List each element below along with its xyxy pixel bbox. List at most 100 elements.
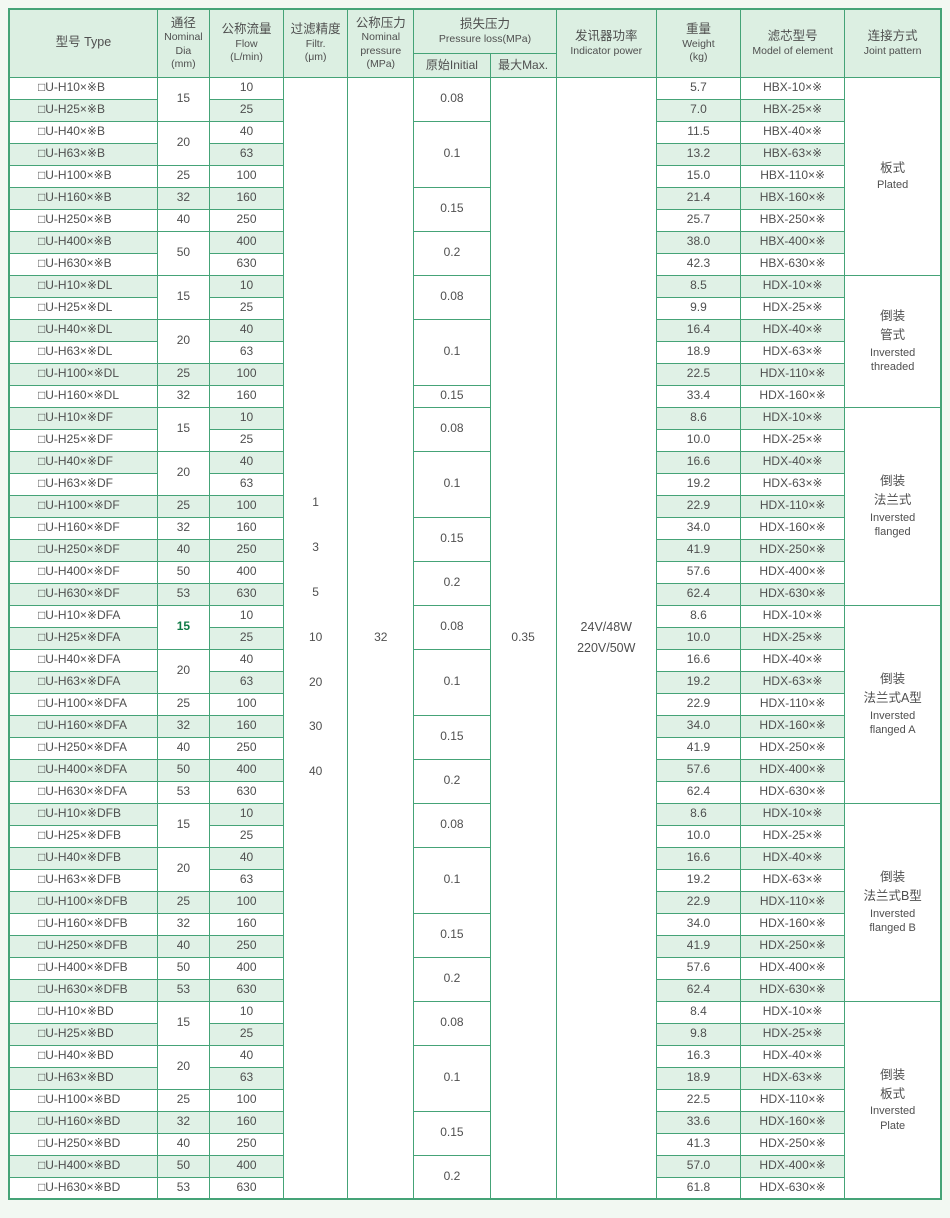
cell-element-model: HBX-400×※ [740, 230, 846, 254]
header-element-model: 滤芯型号 Model of element [740, 8, 846, 78]
cell-element-model: HDX-400×※ [740, 560, 846, 584]
cell-element-model: HDX-63×※ [740, 670, 846, 694]
cell-type: □U-H630×※DF [8, 582, 158, 606]
header-row-sub: 原始Initial 最大Max. [9, 52, 941, 78]
indicator-power-value: 220V/50W [577, 640, 636, 655]
header-element-model-en: Model of element [752, 44, 833, 57]
cell-loss-initial: 0.2 [413, 230, 491, 276]
joint-pattern-en: Inversted [870, 511, 916, 524]
cell-nominal-dia: 40 [156, 736, 210, 760]
table-row: □U-H250×※BD 40 250 41.3 HDX-250×※ [8, 1132, 941, 1156]
cell-flow: 25 [208, 824, 285, 848]
cell-flow: 10 [208, 604, 285, 628]
filtration-value: 40 [308, 764, 323, 779]
filtration-value: 3 [312, 540, 319, 555]
table-row: □U-H40×※BD 20 40 0.1 16.3 HDX-40×※ [8, 1044, 941, 1112]
header-dia-unit: (mm) [171, 57, 196, 70]
cell-nominal-dia: 15 [156, 406, 210, 452]
cell-flow: 100 [208, 362, 285, 386]
cell-weight: 16.4 [655, 318, 742, 342]
cell-type: □U-H25×※DFA [8, 626, 158, 650]
cell-weight: 7.0 [655, 98, 742, 122]
cell-weight: 10.0 [655, 428, 742, 452]
cell-element-model: HDX-40×※ [740, 648, 846, 672]
cell-type: □U-H400×※DF [8, 560, 158, 584]
cell-type: □U-H630×※B [8, 252, 158, 276]
joint-pattern-zh: 法兰式B型 [863, 889, 922, 904]
cell-flow: 400 [208, 758, 285, 782]
cell-nominal-dia: 40 [156, 934, 210, 958]
cell-flow: 63 [208, 1066, 285, 1090]
header-type-label: 型号 Type [55, 35, 112, 50]
cell-weight: 21.4 [655, 186, 742, 210]
cell-weight: 61.8 [655, 1176, 742, 1200]
header-indicator-power: 发讯器功率 Indicator power [555, 8, 657, 78]
cell-flow: 10 [208, 274, 285, 298]
table-row: □U-H25×※DL 25 9.9 HDX-25×※ [8, 296, 941, 320]
header-filtration-en: Filtr. [305, 37, 326, 50]
cell-loss-initial: 0.2 [413, 956, 491, 1002]
cell-weight: 5.7 [655, 76, 742, 100]
header-flow: 公称流量 Flow (L/min) [208, 8, 285, 78]
cell-element-model: HDX-250×※ [740, 538, 846, 562]
cell-type: □U-H100×※DL [8, 362, 158, 386]
cell-weight: 8.5 [655, 274, 742, 298]
cell-type: □U-H40×※DL [8, 318, 158, 342]
joint-pattern-zh: 倒装 [880, 473, 906, 488]
table-row: □U-H10×※DFA 15 10 0.08 8.6 HDX-10×※ 倒装 法兰式A型 Inv… [8, 604, 942, 804]
cell-flow: 160 [208, 186, 285, 210]
cell-flow: 40 [208, 120, 285, 144]
cell-element-model: HDX-160×※ [740, 714, 846, 738]
header-flow-unit: (L/min) [230, 51, 263, 64]
cell-type: □U-H40×※B [8, 120, 158, 144]
table-row: □U-H400×※DF 50 400 0.2 57.6 HDX-400×※ [8, 560, 941, 606]
joint-pattern-en: flanged A [869, 724, 916, 737]
cell-weight: 22.9 [655, 890, 742, 914]
cell-weight: 13.2 [655, 142, 742, 166]
cell-flow: 250 [208, 1132, 285, 1156]
cell-element-model: HBX-160×※ [740, 186, 846, 210]
header-joint-pattern: 连接方式 Joint pattern [844, 8, 942, 78]
cell-type: □U-H40×※DF [8, 450, 158, 474]
header-nominal-pressure-en: Nominal pressure [360, 31, 402, 57]
joint-pattern-zh: 板式 [880, 160, 906, 175]
cell-flow: 250 [208, 538, 285, 562]
cell-weight: 62.4 [655, 780, 742, 804]
cell-type: □U-H10×※BD [8, 1000, 158, 1024]
cell-type: □U-H160×※DFB [8, 912, 158, 936]
cell-element-model: HDX-160×※ [740, 516, 846, 540]
cell-weight: 62.4 [655, 978, 742, 1002]
joint-pattern-zh: 倒装 [880, 1067, 906, 1082]
cell-type: □U-H10×※DF [8, 406, 158, 430]
filtration-value: 5 [312, 585, 319, 600]
cell-weight: 22.9 [655, 692, 742, 716]
cell-element-model: HBX-25×※ [740, 98, 846, 122]
table-row: □U-H40×※DFB 20 40 0.1 16.6 HDX-40×※ [8, 846, 941, 914]
cell-element-model: HDX-63×※ [740, 868, 846, 892]
cell-type: □U-H63×※BD [8, 1066, 158, 1090]
cell-weight: 16.6 [655, 450, 742, 474]
cell-nominal-dia: 50 [156, 758, 210, 782]
cell-element-model: HDX-160×※ [740, 384, 846, 408]
cell-weight: 22.9 [655, 494, 742, 518]
cell-weight: 10.0 [655, 626, 742, 650]
cell-nominal-dia: 53 [156, 582, 210, 606]
cell-element-model: HBX-10×※ [740, 76, 846, 100]
cell-weight: 8.6 [655, 802, 742, 826]
cell-type: □U-H63×※DFA [8, 670, 158, 694]
cell-joint-pattern: 倒装 管式 Inversted threaded [844, 274, 942, 408]
joint-pattern-en: Plated [877, 179, 909, 192]
cell-loss-initial: 0.08 [413, 274, 491, 320]
table-row: □U-H40×※DFA 20 40 0.1 16.6 HDX-40×※ [8, 648, 941, 716]
cell-element-model: HDX-25×※ [740, 824, 846, 848]
filtration-value: 30 [308, 719, 323, 734]
cell-element-model: HDX-25×※ [740, 1022, 846, 1046]
joint-pattern-en: flanged [874, 526, 911, 539]
cell-nominal-dia: 53 [156, 780, 210, 804]
cell-flow: 100 [208, 890, 285, 914]
cell-element-model: HDX-40×※ [740, 846, 846, 870]
indicator-power-value: 24V/48W [580, 620, 632, 635]
cell-weight: 57.6 [655, 560, 742, 584]
header-weight-en: Weight [682, 37, 715, 50]
cell-loss-initial: 0.08 [413, 76, 491, 122]
